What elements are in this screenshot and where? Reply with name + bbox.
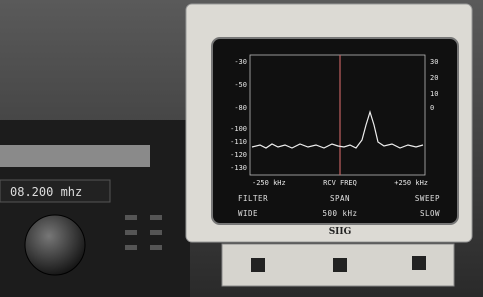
stand-button[interactable] bbox=[333, 258, 347, 272]
menu-value: SLOW bbox=[420, 209, 440, 218]
right-scale-label: 30 bbox=[430, 58, 438, 66]
left-scale-label: -130 bbox=[230, 164, 247, 172]
x-axis-label: RCV FREQ bbox=[323, 179, 357, 187]
right-scale-label: 10 bbox=[430, 90, 438, 98]
menu-value: 500 kHz bbox=[322, 209, 357, 218]
left-scale-label: -120 bbox=[230, 151, 247, 159]
stand-button[interactable] bbox=[412, 256, 426, 270]
stand-button[interactable] bbox=[251, 258, 265, 272]
photo: 08.200 mhz SIIG -30 -50 -80 -100 -110 -120 -13… bbox=[0, 0, 483, 297]
left-scale-label: -100 bbox=[230, 125, 247, 133]
menu-label: FILTER bbox=[238, 194, 268, 203]
display-text: 08.200 mhz bbox=[10, 185, 82, 199]
right-scale-label: 20 bbox=[430, 74, 438, 82]
menu-value: WIDE bbox=[238, 209, 258, 218]
receiver-strip bbox=[0, 145, 150, 167]
x-axis-label: -250 kHz bbox=[252, 179, 286, 187]
brand-logo: SIIG bbox=[329, 227, 352, 237]
right-scale-label: 0 bbox=[430, 104, 434, 112]
left-scale-label: -110 bbox=[230, 138, 247, 146]
menu-label: SPAN bbox=[330, 194, 350, 203]
x-axis-label: +250 kHz bbox=[394, 179, 428, 187]
menu-label: SWEEP bbox=[415, 194, 440, 203]
left-scale-label: -30 bbox=[234, 58, 247, 66]
left-scale-label: -50 bbox=[234, 81, 247, 89]
left-scale-label: -80 bbox=[234, 104, 247, 112]
tuning-knob bbox=[25, 215, 85, 275]
